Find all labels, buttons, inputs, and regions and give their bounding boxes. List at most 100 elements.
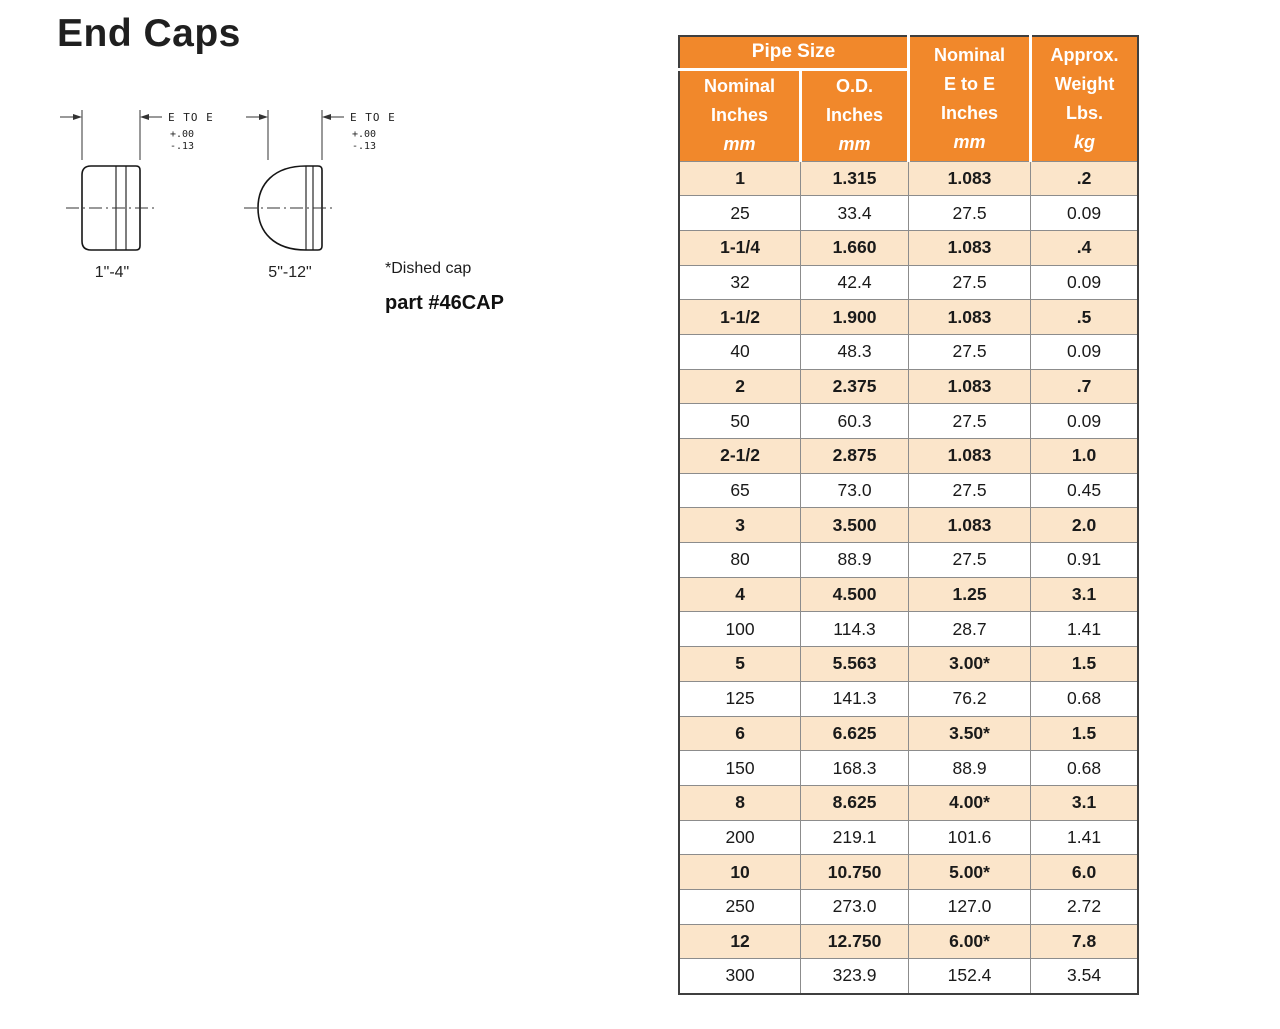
table-row: 125 141.3 76.2 0.68 bbox=[678, 680, 1139, 717]
table-row: 6 6.625 3.50* 1.5 bbox=[678, 715, 1139, 752]
table-row: 8 8.625 4.00* 3.1 bbox=[678, 784, 1139, 821]
table-row: 2 2.375 1.083.7 bbox=[678, 368, 1139, 405]
table-cell: 3.1 bbox=[1030, 576, 1139, 613]
table-row: 150 168.3 88.9 0.68 bbox=[678, 750, 1139, 786]
table-cell: .2 bbox=[1030, 160, 1139, 197]
table-cell: 28.7 bbox=[907, 611, 1032, 648]
table-cell: .4 bbox=[1030, 229, 1139, 266]
table-cell: 25 bbox=[678, 195, 802, 231]
table-cell: 1.083 bbox=[907, 160, 1032, 197]
table-body: 1 1.315 1.083.2 25 33.4 27.5 0.09 1-1/4 1.660 1.0… bbox=[678, 160, 1139, 994]
table-row: 300 323.9 152.4 3.54 bbox=[678, 958, 1139, 994]
table-cell: 125 bbox=[678, 680, 802, 717]
table-cell: 0.09 bbox=[1030, 195, 1139, 231]
table-row: 10 10.750 5.00* 6.0 bbox=[678, 854, 1139, 890]
table-row: 2-1/2 2.875 1.083 1.0 bbox=[678, 438, 1139, 474]
table-cell: 2 bbox=[678, 368, 802, 405]
table-cell: 2.72 bbox=[1030, 888, 1139, 925]
table-row: 1 1.315 1.083.2 bbox=[678, 160, 1139, 197]
table-cell: 12.750 bbox=[800, 923, 909, 960]
table-cell: 27.5 bbox=[907, 333, 1032, 370]
table-cell: 0.09 bbox=[1030, 403, 1139, 439]
header-pipe-size: Pipe Size bbox=[679, 36, 909, 71]
page-title: End Caps bbox=[57, 12, 241, 55]
header-line: Inches bbox=[826, 105, 884, 125]
table-cell: 4 bbox=[678, 576, 802, 613]
table-cell: 5.563 bbox=[800, 646, 909, 682]
table-cell: 250 bbox=[678, 888, 802, 925]
table-cell: 0.68 bbox=[1030, 750, 1139, 786]
dished-cap-size-label: 5"-12" bbox=[268, 264, 312, 281]
table-cell: 3.500 bbox=[800, 507, 909, 544]
table-row: 80 88.9 27.5 0.91 bbox=[678, 542, 1139, 578]
table-cell: 48.3 bbox=[800, 333, 909, 370]
header-line: Lbs. bbox=[1066, 102, 1104, 123]
table-cell: 2.0 bbox=[1030, 507, 1139, 544]
table-cell: 3.00* bbox=[907, 646, 1032, 682]
table-cell: 32 bbox=[678, 264, 802, 301]
table-cell: 1.25 bbox=[907, 576, 1032, 613]
table-cell: 0.68 bbox=[1030, 680, 1139, 717]
table-cell: 8 bbox=[678, 784, 802, 821]
table-row: 4 4.500 1.25 3.1 bbox=[678, 576, 1139, 613]
table-row: 1-1/2 1.900 1.083.5 bbox=[678, 299, 1139, 335]
table-cell: 8.625 bbox=[800, 784, 909, 821]
table-cell: 88.9 bbox=[907, 750, 1032, 786]
dim-label-e-to-e: E TO E bbox=[350, 111, 396, 124]
table-header: Pipe Size Nominal E to E Inches mm Appro… bbox=[679, 36, 1138, 161]
table-cell: 1.0 bbox=[1030, 438, 1139, 474]
flat-cap-size-label: 1"-4" bbox=[94, 264, 130, 281]
table-cell: 2.375 bbox=[800, 368, 909, 405]
table-cell: 0.09 bbox=[1030, 333, 1139, 370]
header-col-weight: Approx. Weight Lbs. kg bbox=[1029, 36, 1138, 161]
table-cell: 88.9 bbox=[800, 542, 909, 578]
table-cell: 300 bbox=[678, 958, 802, 994]
table-cell: 6.625 bbox=[800, 715, 909, 752]
table-cell: 1-1/2 bbox=[678, 299, 802, 335]
arrowhead-icon bbox=[322, 114, 331, 120]
table-cell: 273.0 bbox=[800, 888, 909, 925]
table-row: 250 273.0 127.0 2.72 bbox=[678, 888, 1139, 925]
table-cell: 150 bbox=[678, 750, 802, 786]
table-cell: 40 bbox=[678, 333, 802, 370]
table-cell: 323.9 bbox=[800, 958, 909, 994]
table-cell: 1.083 bbox=[907, 507, 1032, 544]
table-row: 40 48.3 27.5 0.09 bbox=[678, 333, 1139, 370]
table-cell: 1-1/4 bbox=[678, 229, 802, 266]
table-cell: .7 bbox=[1030, 368, 1139, 405]
table-cell: 1.660 bbox=[800, 229, 909, 266]
table-cell: 200 bbox=[678, 819, 802, 856]
table-cell: 219.1 bbox=[800, 819, 909, 856]
table-cell: 2.875 bbox=[800, 438, 909, 474]
header-line: E to E bbox=[944, 73, 996, 94]
table-row: 3 3.500 1.083 2.0 bbox=[678, 507, 1139, 544]
table-cell: 60.3 bbox=[800, 403, 909, 439]
table-cell: 1.083 bbox=[907, 368, 1032, 405]
table-cell: 27.5 bbox=[907, 264, 1032, 301]
table-cell: 27.5 bbox=[907, 472, 1032, 509]
table-cell: 33.4 bbox=[800, 195, 909, 231]
table-cell: 76.2 bbox=[907, 680, 1032, 717]
header-line: Inches bbox=[941, 102, 999, 123]
tolerance-minus: -.13 bbox=[352, 141, 376, 152]
header-line-mm: mm bbox=[953, 131, 986, 152]
table-cell: 50 bbox=[678, 403, 802, 439]
dished-cap-drawing: E TO E +.00 -.13 bbox=[244, 110, 396, 251]
header-line: O.D. bbox=[836, 76, 874, 96]
table-cell: 101.6 bbox=[907, 819, 1032, 856]
flat-cap-profile bbox=[81, 165, 141, 251]
table-cell: 0.09 bbox=[1030, 264, 1139, 301]
table-cell: 4.500 bbox=[800, 576, 909, 613]
table-cell: 7.8 bbox=[1030, 923, 1139, 960]
table-cell: 27.5 bbox=[907, 195, 1032, 231]
table-cell: 1.083 bbox=[907, 229, 1032, 266]
table-cell: 10.750 bbox=[800, 854, 909, 890]
table-cell: 5.00* bbox=[907, 854, 1032, 890]
table-cell: 1.315 bbox=[800, 160, 909, 197]
table-cell: 1.083 bbox=[907, 299, 1032, 335]
table-cell: 1.5 bbox=[1030, 715, 1139, 752]
header-line: Nominal bbox=[934, 44, 1006, 65]
table-row: 100 114.3 28.7 1.41 bbox=[678, 611, 1139, 648]
table-cell: 6 bbox=[678, 715, 802, 752]
